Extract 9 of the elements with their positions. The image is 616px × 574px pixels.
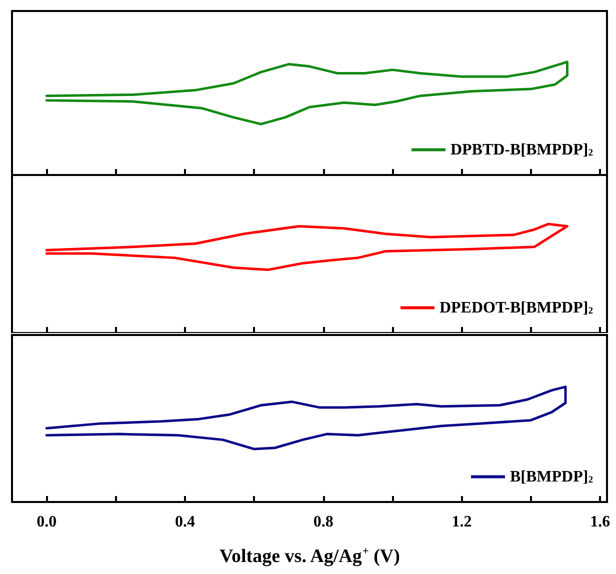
x-tick-label: 1.2 (452, 514, 472, 530)
x-tick-label: 0.4 (174, 514, 195, 530)
legend-label: DPBTD-B[BMPDP]2 (450, 141, 594, 158)
legend-label: B[BMPDP]2 (510, 468, 594, 486)
x-axis-title: Voltage vs. Ag/Ag+ (V) (220, 546, 400, 567)
legend-label: DPEDOT-B[BMPDP]2 (439, 299, 594, 316)
x-tick-label: 0.0 (36, 514, 57, 530)
x-tick-label: 0.8 (313, 514, 334, 530)
x-tick-label: 1.6 (590, 514, 610, 530)
